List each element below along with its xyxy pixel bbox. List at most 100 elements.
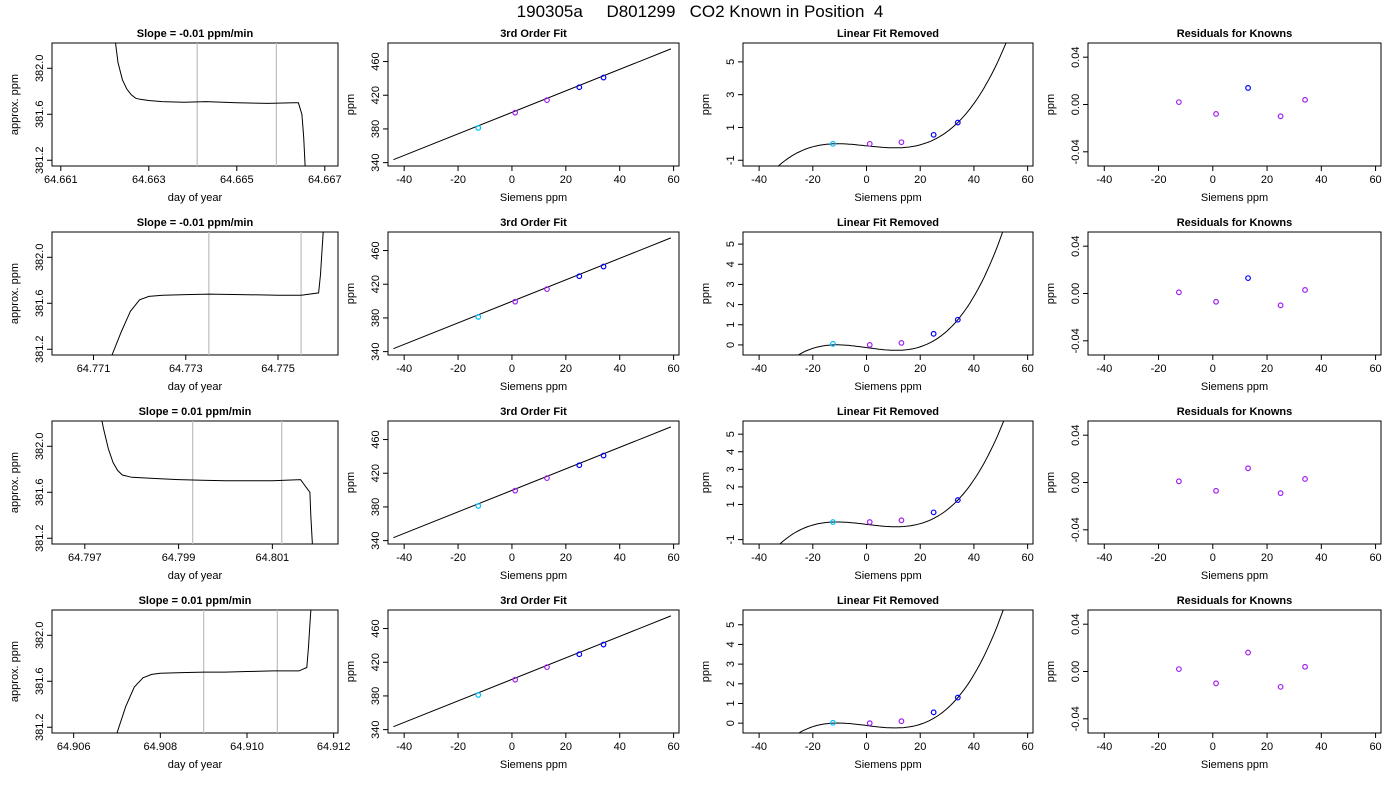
x-tick-label: 20 (914, 174, 926, 186)
fit-line (393, 426, 672, 539)
panel-0-2: Linear Fit Removed -40 -20 0 20 40 60 Siemens p… (700, 28, 1034, 204)
data-point (475, 692, 482, 698)
x-axis-label: Siemens ppm (500, 381, 567, 393)
x-axis-label: Siemens ppm (854, 381, 921, 393)
x-tick-label: 20 (560, 363, 572, 375)
y-tick-label: 0.00 (1070, 472, 1082, 493)
x-tick-label: 0 (863, 552, 869, 564)
x-axis-label: day of year (168, 570, 223, 582)
x-tick-label: -20 (1151, 741, 1167, 753)
plot-frame (387, 42, 680, 167)
data-layer (393, 426, 672, 539)
plot-frame (1087, 231, 1382, 356)
data-point (544, 97, 550, 104)
data-layer (393, 615, 672, 728)
panel-title: Residuals for Knowns (1177, 406, 1293, 418)
x-tick-label: 64.661 (44, 174, 78, 186)
panel-title: Slope = -0.01 ppm/min (137, 28, 254, 40)
plot-frame (51, 420, 339, 545)
plot-frame (742, 42, 1034, 167)
x-tick-label: 40 (614, 552, 626, 564)
plot-frame (1087, 42, 1382, 167)
x-tick-label: 40 (968, 552, 980, 564)
panel-title: Linear Fit Removed (837, 595, 939, 607)
data-point (1277, 683, 1284, 690)
cubic-curve (797, 232, 1004, 355)
y-tick-label: 420 (370, 275, 382, 293)
data-point (954, 694, 961, 701)
data-point (866, 140, 873, 147)
y-tick-label: 5 (725, 431, 737, 437)
y-tick-label: 381.6 (34, 101, 46, 129)
panel-title: Slope = -0.01 ppm/min (137, 217, 254, 229)
data-point (576, 273, 583, 280)
data-layer (111, 232, 324, 355)
y-tick-label: 3 (725, 281, 737, 287)
y-tick-label: 460 (370, 619, 382, 637)
panel-title: Residuals for Knowns (1177, 595, 1293, 607)
data-point (600, 641, 607, 648)
y-axis-label: ppm (700, 472, 712, 493)
y-axis-label: approx. ppm (9, 74, 21, 135)
y-tick-label: 5 (725, 622, 737, 628)
x-tick-label: 0 (509, 363, 515, 375)
data-point (954, 497, 961, 503)
y-axis-label: ppm (700, 661, 712, 682)
x-tick-label: 20 (1261, 741, 1273, 753)
y-tick-label: 340 (370, 153, 382, 171)
x-tick-label: 60 (1369, 741, 1381, 753)
x-axis-label: Siemens ppm (854, 192, 921, 204)
y-tick-label: 382.0 (34, 55, 46, 83)
data-point (1245, 275, 1251, 282)
data-point (830, 140, 836, 147)
x-tick-label: -40 (1096, 363, 1112, 375)
y-axis-label: ppm (1045, 283, 1057, 304)
data-point (1302, 96, 1308, 103)
y-tick-label: 1 (725, 700, 737, 706)
data-layer (1175, 465, 1308, 497)
x-tick-label: 0 (863, 363, 869, 375)
x-tick-label: -40 (1096, 552, 1112, 564)
data-layer (1175, 275, 1308, 309)
data-point (544, 286, 550, 293)
y-tick-label: 0.04 (1070, 424, 1082, 445)
x-tick-label: -40 (396, 174, 412, 186)
data-layer (797, 610, 1004, 733)
data-layer (116, 610, 312, 733)
x-tick-label: 64.667 (308, 174, 342, 186)
y-tick-label: 340 (370, 342, 382, 360)
data-point (866, 342, 873, 348)
panel-title: 3rd Order Fit (500, 595, 567, 607)
y-axis-label: ppm (1045, 472, 1057, 493)
x-tick-label: -40 (751, 741, 767, 753)
x-tick-label: -20 (450, 174, 466, 186)
plot-frame (742, 420, 1034, 545)
x-tick-label: -20 (450, 552, 466, 564)
y-tick-label: 382.0 (34, 622, 46, 650)
x-tick-label: -20 (450, 363, 466, 375)
data-point (1302, 287, 1308, 293)
x-tick-label: 60 (1369, 363, 1381, 375)
x-tick-label: 20 (1261, 363, 1273, 375)
data-point (1277, 490, 1284, 497)
y-tick-label: 4 (725, 641, 737, 647)
x-tick-label: 60 (1022, 363, 1034, 375)
x-tick-label: 64.912 (317, 741, 351, 753)
x-tick-label: 40 (614, 174, 626, 186)
panel-title: Residuals for Knowns (1177, 217, 1293, 229)
y-tick-label: -1 (725, 155, 737, 165)
y-tick-label: 380 (370, 687, 382, 705)
x-tick-label: 0 (1210, 741, 1216, 753)
y-axis-label: approx. ppm (9, 452, 21, 513)
x-tick-label: 64.773 (169, 363, 203, 375)
plot-frame (387, 609, 680, 734)
data-point (866, 519, 873, 525)
y-tick-label: 1 (725, 322, 737, 328)
plot-frame (51, 42, 339, 167)
data-point (930, 131, 937, 138)
x-tick-label: -40 (1096, 741, 1112, 753)
data-point (1245, 85, 1251, 91)
data-point (1213, 298, 1219, 305)
data-point (1302, 476, 1308, 482)
